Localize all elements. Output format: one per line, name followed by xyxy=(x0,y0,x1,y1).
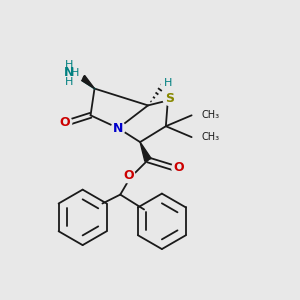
Text: CH₃: CH₃ xyxy=(202,132,220,142)
Circle shape xyxy=(58,115,72,129)
Text: CH₃: CH₃ xyxy=(202,110,220,120)
Text: N: N xyxy=(113,122,124,135)
Polygon shape xyxy=(81,76,94,88)
Circle shape xyxy=(68,66,82,80)
Circle shape xyxy=(121,169,135,183)
Circle shape xyxy=(200,127,219,147)
Text: O: O xyxy=(173,161,184,174)
Text: S: S xyxy=(165,92,174,105)
Text: H: H xyxy=(64,60,73,70)
Text: H: H xyxy=(70,68,79,78)
Circle shape xyxy=(200,105,219,125)
Text: O: O xyxy=(59,116,70,129)
Circle shape xyxy=(163,92,177,105)
Circle shape xyxy=(111,121,125,135)
Circle shape xyxy=(55,59,82,87)
Text: N: N xyxy=(64,66,74,79)
Polygon shape xyxy=(140,142,151,161)
Text: H: H xyxy=(164,78,172,88)
Text: H: H xyxy=(64,76,73,87)
Circle shape xyxy=(172,161,186,175)
Circle shape xyxy=(161,76,175,90)
Text: O: O xyxy=(123,169,134,182)
